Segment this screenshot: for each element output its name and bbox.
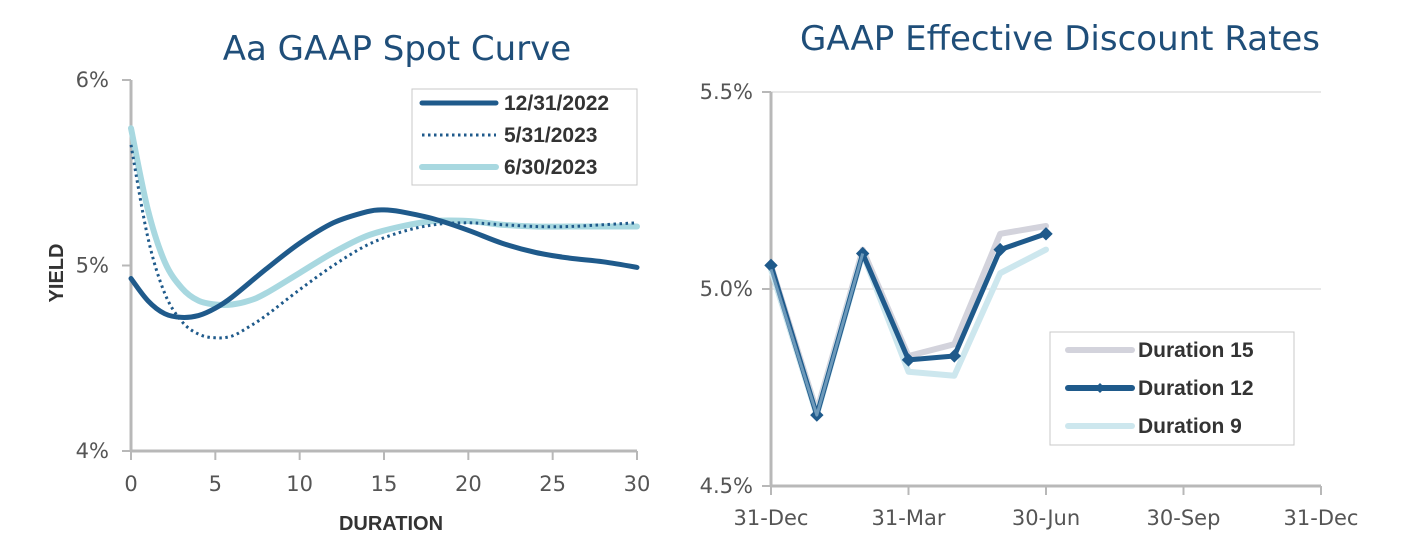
y-tick-label: 4% — [76, 439, 109, 463]
legend-label: Duration 12 — [1138, 377, 1254, 400]
y-tick-label: 5.5% — [700, 80, 753, 104]
discount-rates-legend: Duration 15 Duration 12 Duration 9 — [1049, 331, 1295, 446]
series-line-duration-15 — [768, 223, 1049, 415]
legend-label: 6/30/2023 — [504, 156, 597, 179]
data-point — [993, 242, 1007, 257]
x-tick-label: 25 — [539, 472, 566, 496]
legend-label: Duration 9 — [1138, 415, 1242, 438]
x-tick-label: 0 — [124, 472, 137, 496]
y-tick-label: 6% — [76, 68, 109, 92]
x-tick-label: 20 — [455, 472, 482, 496]
spot-curve-legend: 12/31/2022 5/31/2023 6/30/2023 — [411, 88, 638, 186]
discount-rates-chart: GAAP Effective Discount Rates 4.5% 5.0% 5.5… — [700, 19, 1359, 530]
x-tick-label: 31-Dec — [734, 506, 809, 530]
x-tick-label: 5 — [209, 472, 222, 496]
y-tick-label: 4.5% — [700, 474, 753, 498]
x-tick-label: 10 — [286, 472, 313, 496]
y-tick-label: 5.0% — [700, 277, 753, 301]
legend-label: 5/31/2023 — [504, 124, 597, 147]
x-tick-label: 30-Sep — [1147, 506, 1221, 530]
x-tick-label: 31-Mar — [872, 506, 946, 530]
x-axis-title: DURATION — [339, 513, 443, 535]
data-point — [947, 349, 962, 363]
x-tick-label: 30-Jun — [1012, 506, 1080, 530]
series-line-5-31-2023 — [129, 144, 638, 340]
series-line-12-31-2022 — [128, 207, 640, 320]
y-tick-label: 5% — [76, 254, 109, 278]
x-tick-label: 15 — [371, 472, 398, 496]
discount-rates-title: GAAP Effective Discount Rates — [800, 19, 1320, 59]
data-point — [1039, 227, 1053, 241]
legend-label: Duration 15 — [1138, 339, 1254, 362]
x-tick-label: 31-Dec — [1284, 506, 1359, 530]
series-overlay-duration-9 — [769, 253, 865, 417]
spot-curve-title: Aa GAAP Spot Curve — [223, 29, 571, 69]
y-axis-title: YIELD — [46, 244, 68, 303]
legend-marker — [1095, 383, 1105, 393]
spot-curve-chart: Aa GAAP Spot Curve 4% 5% 6% 0 5 10 15 20 25 30 DURA… — [46, 29, 650, 535]
legend-label: 12/31/2022 — [504, 92, 609, 115]
x-tick-label: 30 — [624, 472, 651, 496]
data-point — [901, 353, 916, 367]
